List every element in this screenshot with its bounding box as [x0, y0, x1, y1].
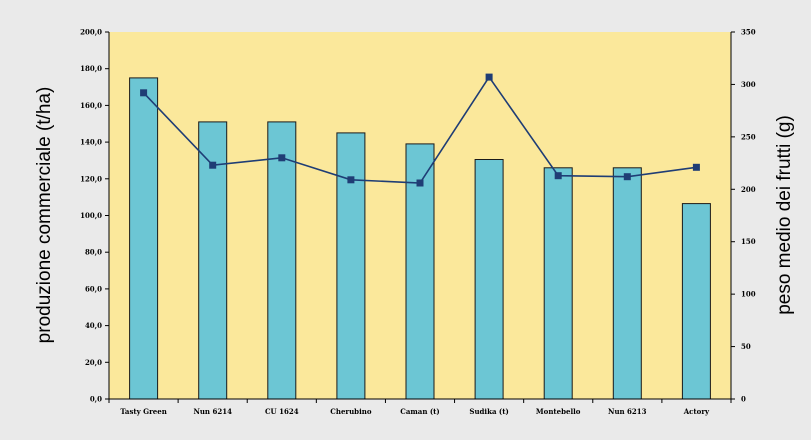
- x-tick-label: CU 1624: [265, 407, 299, 416]
- x-tick-label: Sudika (t): [469, 407, 508, 416]
- y2-tick-label: 200: [741, 185, 756, 194]
- x-tick-label: Montebello: [536, 407, 581, 416]
- y-tick-label: 140,0: [80, 138, 102, 147]
- x-tick-label: Nun 6214: [193, 407, 232, 416]
- y2-tick-label: 50: [741, 342, 751, 351]
- line-point: [347, 176, 355, 184]
- line-point: [416, 179, 424, 187]
- line-point: [485, 73, 493, 81]
- y2-tick-label: 100: [741, 290, 756, 299]
- line-point: [140, 89, 148, 97]
- y-tick-label: 60,0: [85, 284, 102, 293]
- bar: [681, 203, 711, 400]
- bar: [267, 121, 297, 400]
- y-tick-label: 0,0: [90, 395, 102, 404]
- bar: [336, 132, 366, 400]
- y-tick-label: 100,0: [80, 211, 102, 220]
- y2-tick-label: 300: [741, 80, 756, 89]
- y2-tick-label: 250: [741, 132, 756, 141]
- x-tick-label: Cherubino: [330, 407, 372, 416]
- y-tick-label: 180,0: [80, 64, 102, 73]
- y2-tick-label: 350: [741, 28, 756, 37]
- y-tick-label: 80,0: [85, 248, 102, 257]
- x-tick-label: Caman (t): [400, 407, 439, 416]
- line-point: [554, 172, 562, 180]
- x-tick-label: Tasty Green: [120, 407, 166, 416]
- line-point: [278, 154, 286, 162]
- y-tick-label: 120,0: [80, 174, 102, 183]
- bar: [474, 159, 504, 400]
- y-tick-label: 200,0: [80, 28, 102, 37]
- line-point: [692, 163, 700, 171]
- line-point: [623, 173, 631, 181]
- ticks-layer: 0,0 20,0 40,0 60,0 80,0 100,0 120,0 140,0 160,0 1…: [80, 28, 756, 417]
- bars-layer: [129, 77, 711, 400]
- y-tick-label: 40,0: [85, 321, 102, 330]
- y2-tick-label: 0: [741, 395, 746, 404]
- x-tick-label: Nun 6213: [608, 407, 647, 416]
- x-tick-label: Actory: [683, 407, 710, 416]
- y-axis-title: produzione commerciale (t/ha): [34, 87, 55, 344]
- y2-axis-title: peso medio dei frutti (g): [774, 115, 795, 315]
- bar: [543, 167, 573, 400]
- line-layer: [140, 73, 700, 187]
- y-tick-label: 160,0: [80, 101, 102, 110]
- y2-tick-label: 150: [741, 237, 756, 246]
- bar: [612, 167, 642, 400]
- line-point: [209, 161, 217, 169]
- bar: [129, 77, 159, 400]
- y-tick-label: 20,0: [85, 358, 102, 367]
